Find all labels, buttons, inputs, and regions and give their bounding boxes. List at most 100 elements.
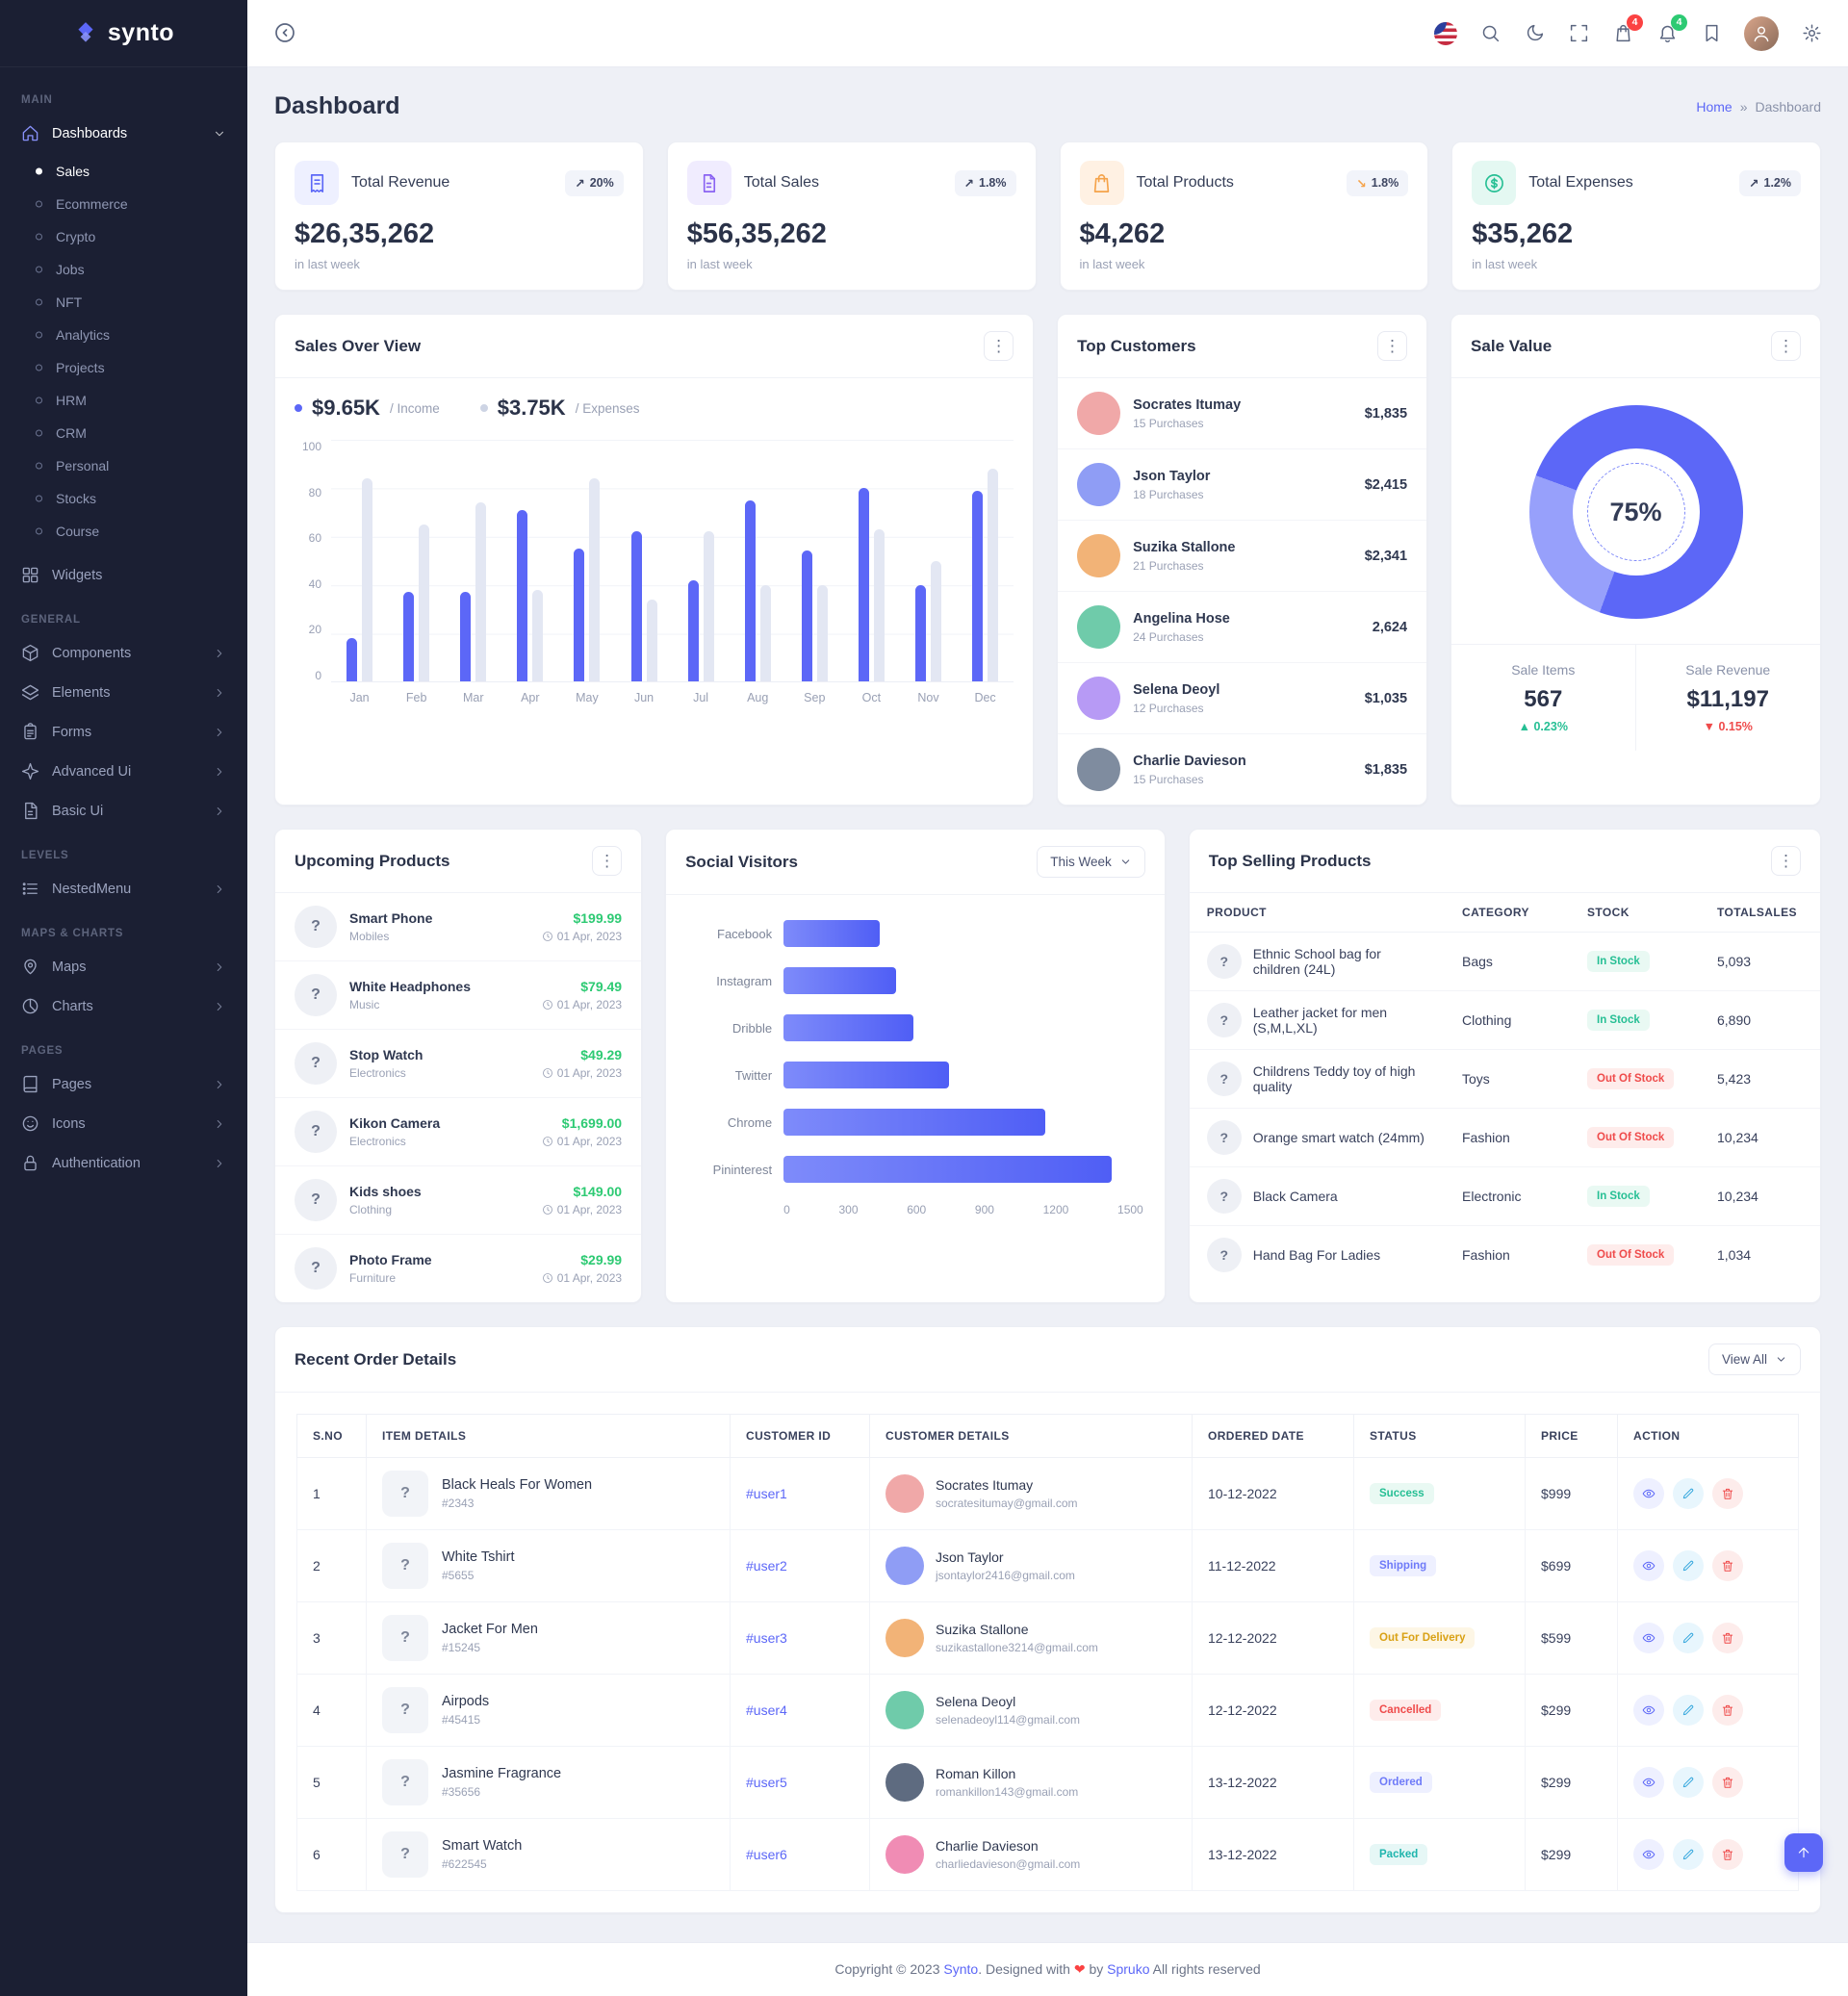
view-order-button[interactable]	[1633, 1695, 1664, 1726]
list-item[interactable]: ? White Headphones Music $79.49 01 Apr, …	[275, 961, 641, 1030]
edit-order-button[interactable]	[1673, 1695, 1704, 1726]
customer-row[interactable]: Selena Deoyl 12 Purchases $1,035	[1058, 663, 1426, 734]
customer-id-link[interactable]: #user3	[746, 1630, 787, 1646]
customer-id-link[interactable]: #user2	[746, 1558, 787, 1574]
synto-link[interactable]: Synto	[943, 1961, 978, 1977]
pencil-icon	[1681, 1848, 1695, 1861]
item-thumbnail: ?	[382, 1543, 428, 1589]
customer-amount: $1,835	[1365, 406, 1407, 422]
sidebar-subitem[interactable]: Crypto	[0, 220, 247, 253]
delete-order-button[interactable]	[1712, 1478, 1743, 1509]
list-item[interactable]: ? Kikon Camera Electronics $1,699.00 01 …	[275, 1098, 641, 1166]
dark-mode-button[interactable]	[1523, 22, 1546, 45]
stat-label: Total Products	[1137, 174, 1234, 192]
product-date: 01 Apr, 2023	[542, 930, 622, 943]
kebab-menu-button[interactable]: ⋮	[1377, 331, 1407, 361]
customer-row[interactable]: Json Taylor 18 Purchases $2,415	[1058, 449, 1426, 521]
customer-id-link[interactable]: #user4	[746, 1702, 787, 1718]
view-all-dropdown[interactable]: View All	[1708, 1343, 1801, 1375]
legend-expenses: $3.75K / Expenses	[480, 396, 640, 421]
cart-button[interactable]: 4	[1611, 22, 1634, 45]
breadcrumb-home-link[interactable]: Home	[1696, 99, 1732, 115]
sidebar-item[interactable]: Authentication	[0, 1143, 247, 1183]
kebab-menu-button[interactable]: ⋮	[1771, 331, 1801, 361]
sidebar-subitem[interactable]: Projects	[0, 351, 247, 384]
sidebar-item[interactable]: Maps	[0, 947, 247, 986]
edit-order-button[interactable]	[1673, 1550, 1704, 1581]
sidebar-item-widgets[interactable]: Widgets	[0, 555, 247, 595]
sidebar-toggle-button[interactable]	[272, 21, 297, 46]
card-title: Recent Order Details	[295, 1350, 456, 1369]
customer-id-link[interactable]: #user6	[746, 1847, 787, 1862]
language-flag-icon[interactable]	[1434, 22, 1457, 45]
kebab-menu-button[interactable]: ⋮	[1771, 846, 1801, 876]
scroll-to-top-button[interactable]	[1784, 1833, 1823, 1872]
list-item[interactable]: ? Smart Phone Mobiles $199.99 01 Apr, 20…	[275, 893, 641, 961]
edit-order-button[interactable]	[1673, 1623, 1704, 1653]
sidebar-item[interactable]: Forms	[0, 712, 247, 752]
top-customers-card: Top Customers ⋮ Socrates Itumay 15 Purch…	[1057, 314, 1427, 806]
customer-id-link[interactable]: #user5	[746, 1775, 787, 1790]
list-item[interactable]: ? Photo Frame Furniture $29.99 01 Apr, 2…	[275, 1235, 641, 1302]
bookmark-button[interactable]	[1700, 22, 1723, 45]
customer-row[interactable]: Suzika Stallone 21 Purchases $2,341	[1058, 521, 1426, 592]
sidebar-item[interactable]: Advanced Ui	[0, 752, 247, 791]
delete-order-button[interactable]	[1712, 1839, 1743, 1870]
sidebar-item[interactable]: Basic Ui	[0, 791, 247, 831]
sidebar-subitem[interactable]: Stocks	[0, 482, 247, 515]
view-order-button[interactable]	[1633, 1839, 1664, 1870]
view-order-button[interactable]	[1633, 1550, 1664, 1581]
customer-name: Socrates Itumay	[1133, 397, 1241, 413]
edit-order-button[interactable]	[1673, 1839, 1704, 1870]
edit-order-button[interactable]	[1673, 1767, 1704, 1798]
view-order-button[interactable]	[1633, 1623, 1664, 1653]
order-price: $599	[1526, 1602, 1618, 1675]
customer-row[interactable]: Socrates Itumay 15 Purchases $1,835	[1058, 378, 1426, 449]
sidebar-subitem[interactable]: Analytics	[0, 319, 247, 351]
sidebar-subitem[interactable]: Personal	[0, 449, 247, 482]
search-button[interactable]	[1478, 22, 1502, 45]
sidebar-item[interactable]: Components	[0, 633, 247, 673]
settings-button[interactable]	[1800, 22, 1823, 45]
delete-order-button[interactable]	[1712, 1695, 1743, 1726]
notifications-button[interactable]: 4	[1656, 22, 1679, 45]
fullscreen-button[interactable]	[1567, 22, 1590, 45]
sidebar-subitem[interactable]: NFT	[0, 286, 247, 319]
expenses-bar	[931, 561, 941, 682]
view-order-button[interactable]	[1633, 1478, 1664, 1509]
card-title: Top Customers	[1077, 337, 1195, 356]
table-row: ?Black Camera Electronic In Stock 10,234	[1190, 1167, 1820, 1226]
customer-row[interactable]: Charlie Davieson 15 Purchases $1,835	[1058, 734, 1426, 805]
app-logo[interactable]: synto	[0, 0, 247, 67]
table-row: 3 ? Jacket For Men #15245	[297, 1602, 1799, 1675]
list-item[interactable]: ? Kids shoes Clothing $149.00 01 Apr, 20…	[275, 1166, 641, 1235]
customer-row[interactable]: Angelina Hose 24 Purchases 2,624	[1058, 592, 1426, 663]
sidebar-item-dashboards[interactable]: Dashboards	[0, 114, 247, 153]
delete-order-button[interactable]	[1712, 1767, 1743, 1798]
edit-order-button[interactable]	[1673, 1478, 1704, 1509]
spruko-link[interactable]: Spruko	[1107, 1961, 1149, 1977]
sidebar-subitem[interactable]: Course	[0, 515, 247, 548]
week-filter-dropdown[interactable]: This Week	[1037, 846, 1145, 878]
sidebar-item[interactable]: Charts	[0, 986, 247, 1026]
menu-item-icon	[21, 1154, 39, 1172]
sidebar-item[interactable]: Pages	[0, 1064, 247, 1104]
sidebar-subitem[interactable]: Ecommerce	[0, 188, 247, 220]
sidebar-item[interactable]: Icons	[0, 1104, 247, 1143]
sidebar-subitem[interactable]: CRM	[0, 417, 247, 449]
view-order-button[interactable]	[1633, 1767, 1664, 1798]
sidebar-subitem[interactable]: Jobs	[0, 253, 247, 286]
sidebar-subitem[interactable]: HRM	[0, 384, 247, 417]
delete-order-button[interactable]	[1712, 1623, 1743, 1653]
delete-order-button[interactable]	[1712, 1550, 1743, 1581]
list-item[interactable]: ? Stop Watch Electronics $49.29 01 Apr, …	[275, 1030, 641, 1098]
customer-id-link[interactable]: #user1	[746, 1486, 787, 1501]
user-avatar[interactable]	[1744, 16, 1779, 51]
sidebar-item[interactable]: Elements	[0, 673, 247, 712]
pencil-icon	[1681, 1776, 1695, 1789]
customer-email: selenadeoyl114@gmail.com	[936, 1713, 1080, 1727]
kebab-menu-button[interactable]: ⋮	[592, 846, 622, 876]
sidebar-item[interactable]: NestedMenu	[0, 869, 247, 908]
kebab-menu-button[interactable]: ⋮	[984, 331, 1014, 361]
sidebar-subitem[interactable]: Sales	[0, 155, 247, 188]
